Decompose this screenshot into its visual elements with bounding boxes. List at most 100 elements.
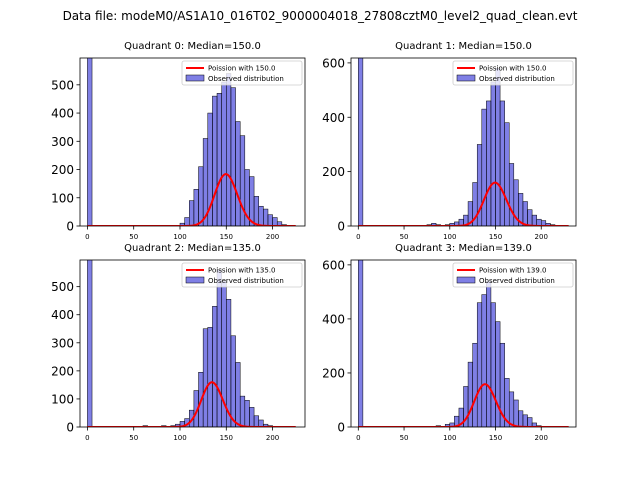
histogram-bar — [272, 217, 278, 226]
x-tick-label: 50 — [400, 233, 409, 241]
histogram-bar — [193, 189, 199, 226]
x-tick-label: 100 — [173, 434, 186, 442]
histogram-bar — [486, 280, 492, 427]
histogram-bar — [189, 200, 195, 226]
plot-area — [358, 260, 569, 427]
histogram-bar — [499, 100, 505, 226]
figure-suptitle: Data file: modeM0/AS1A10_016T02_90000040… — [63, 9, 578, 23]
histogram-bar — [358, 260, 364, 427]
legend-hist-swatch — [185, 276, 205, 284]
axes-frame — [350, 57, 577, 227]
histogram-bar — [249, 407, 255, 427]
legend-hist-label: Observed distribution — [479, 75, 555, 83]
histogram-bar — [513, 399, 519, 427]
quadrant-0-panel: Quadrant 0: Median=150.00100200300400500… — [51, 41, 306, 241]
histogram-bar — [476, 302, 483, 427]
y-tick-label: 0 — [337, 220, 345, 234]
histogram-bar — [230, 335, 236, 427]
y-tick-label: 200 — [322, 366, 345, 380]
x-tick-label: 50 — [400, 434, 409, 442]
x-tick-label: 200 — [535, 434, 548, 442]
legend-frame — [181, 262, 303, 288]
x-tick-label: 150 — [220, 233, 233, 241]
legend-frame — [181, 60, 303, 86]
histogram-bar — [253, 415, 259, 427]
x-tick-label: 0 — [85, 434, 89, 442]
histogram-bar — [522, 201, 528, 226]
histogram-bar — [244, 400, 250, 427]
histogram-bar — [481, 108, 487, 226]
histogram-bar — [202, 328, 209, 427]
histogram-bar — [276, 221, 283, 226]
x-tick-label: 50 — [129, 233, 138, 241]
histogram-bar — [518, 410, 524, 427]
legend: Poission with 150.0 Observed distribution — [181, 60, 303, 86]
histogram-bar — [490, 81, 496, 226]
axes-frame — [79, 259, 306, 428]
histogram-bar — [230, 87, 236, 226]
y-tick-label: 600 — [322, 258, 345, 272]
histogram-bar — [527, 417, 533, 427]
y-tick-label: 200 — [322, 165, 345, 179]
histogram-bar — [508, 391, 515, 427]
x-tick-label: 200 — [266, 233, 279, 241]
histogram-bar — [527, 209, 533, 226]
x-tick-label: 100 — [173, 233, 186, 241]
histogram-bar — [504, 122, 510, 226]
histogram-bar — [531, 214, 537, 226]
y-tick-label: 0 — [66, 421, 74, 435]
y-tick-label: 0 — [337, 421, 345, 435]
histogram-bar — [258, 205, 264, 226]
histogram-bar — [263, 208, 269, 226]
poisson-fit-line — [87, 381, 296, 427]
legend: Poission with 150.0 Observed distribution — [452, 60, 574, 86]
x-tick-label: 0 — [356, 434, 360, 442]
y-tick-label: 500 — [51, 78, 74, 92]
y-tick-label: 200 — [51, 163, 74, 177]
histogram-bar — [239, 395, 246, 427]
y-tick-label: 200 — [51, 364, 74, 378]
histogram-bar — [235, 362, 241, 427]
x-tick-label: 0 — [356, 233, 360, 241]
legend: Poission with 135.0 Observed distribution — [181, 262, 303, 288]
y-tick-label: 500 — [51, 280, 74, 294]
x-tick-label: 150 — [220, 434, 233, 442]
x-tick-label: 100 — [443, 233, 456, 241]
quadrant-1-panel: Quadrant 1: Median=150.0 0 200 400 600 0 50 100… — [322, 41, 577, 241]
x-tick-label: 50 — [129, 434, 138, 442]
histogram-bar — [235, 121, 241, 226]
y-tick-label: 400 — [322, 312, 345, 326]
quadrant-title: Quadrant 1: Median=150.0 — [395, 41, 532, 52]
legend-hist-label: Observed distribution — [208, 277, 284, 285]
histogram-bar — [495, 68, 501, 226]
plot-area — [87, 58, 296, 226]
histogram-bar — [87, 58, 93, 226]
y-tick-label: 0 — [66, 220, 74, 234]
histogram-bar — [495, 321, 501, 427]
histogram-bar — [522, 414, 528, 427]
legend-hist-swatch — [456, 74, 476, 82]
legend-hist-swatch — [185, 74, 205, 82]
histogram-bar — [481, 294, 487, 427]
legend-fit-label: Poission with 150.0 — [479, 65, 547, 73]
axes-frame — [350, 259, 577, 428]
histogram-bar — [267, 214, 273, 226]
axes-frame — [79, 57, 306, 227]
x-tick-label: 200 — [266, 434, 279, 442]
x-tick-label: 150 — [489, 233, 502, 241]
y-tick-label: 100 — [51, 191, 74, 205]
y-tick-label: 400 — [51, 107, 74, 121]
quadrant-3-panel: Quadrant 3: Median=139.0 0 200 400 600 0 50 100… — [322, 243, 577, 442]
legend-hist-swatch — [456, 276, 476, 284]
histogram-bar — [258, 419, 264, 427]
histogram-bar — [216, 93, 222, 226]
histogram-bar — [207, 327, 213, 427]
y-tick-label: 300 — [51, 135, 74, 149]
y-tick-label: 400 — [51, 308, 74, 322]
legend-fit-label: Poission with 150.0 — [208, 65, 276, 73]
y-tick-label: 400 — [322, 111, 345, 125]
histogram-bar — [467, 361, 473, 427]
legend-hist-label: Observed distribution — [208, 75, 284, 83]
histogram-bar — [508, 163, 515, 226]
x-tick-label: 150 — [489, 434, 502, 442]
